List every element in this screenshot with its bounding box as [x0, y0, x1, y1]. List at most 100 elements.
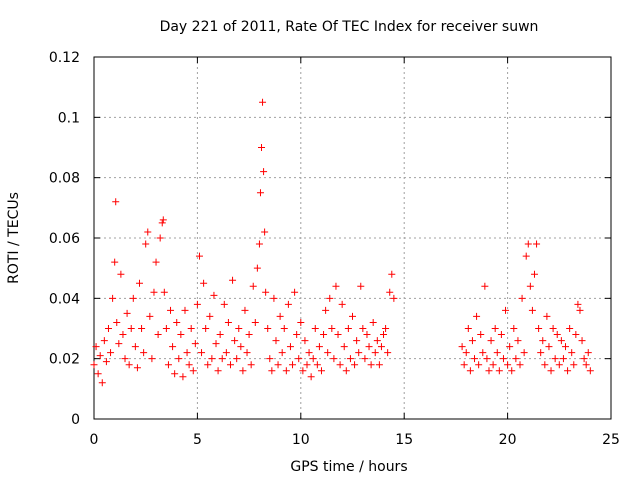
data-point	[112, 198, 120, 206]
data-point	[555, 361, 563, 369]
data-point	[293, 331, 301, 339]
data-point	[233, 355, 241, 363]
data-point	[570, 361, 578, 369]
y-tick-label: 0.04	[49, 291, 80, 307]
data-point	[549, 325, 557, 332]
data-point	[218, 355, 226, 363]
data-point	[375, 361, 383, 369]
data-point	[510, 325, 518, 332]
y-tick-label: 0.06	[49, 231, 80, 247]
data-point	[125, 361, 133, 369]
data-point	[533, 240, 541, 248]
data-point	[140, 349, 148, 357]
data-point	[487, 337, 495, 345]
data-point	[541, 361, 549, 369]
data-point	[146, 312, 154, 320]
data-point	[566, 325, 574, 332]
data-point	[156, 234, 164, 242]
data-point	[286, 343, 294, 351]
data-point	[460, 361, 468, 369]
data-point	[210, 291, 218, 299]
data-point	[520, 349, 528, 357]
data-point	[568, 349, 576, 357]
data-point	[328, 325, 336, 332]
data-point	[256, 189, 264, 197]
data-point	[148, 355, 156, 363]
y-tick-label: 0.1	[58, 110, 80, 126]
data-point	[100, 337, 108, 345]
data-point	[384, 349, 392, 357]
data-point	[245, 331, 253, 339]
data-point	[243, 349, 251, 357]
data-point	[200, 279, 208, 287]
data-point	[322, 306, 330, 314]
data-point	[235, 325, 243, 332]
data-point	[121, 355, 129, 363]
data-point	[224, 318, 232, 326]
data-point	[299, 367, 307, 375]
x-tick-label: 25	[602, 432, 620, 448]
data-point	[309, 355, 317, 363]
data-point	[195, 252, 203, 260]
data-point	[578, 337, 586, 345]
data-point	[185, 361, 193, 369]
data-point	[334, 331, 342, 339]
data-point	[261, 228, 269, 236]
data-point	[359, 325, 367, 332]
data-point	[270, 294, 278, 302]
data-point	[324, 349, 332, 357]
data-point	[158, 219, 166, 227]
data-point	[330, 355, 338, 363]
data-point	[363, 331, 371, 339]
x-tick-label: 20	[499, 432, 517, 448]
data-point	[113, 318, 121, 326]
data-point	[468, 337, 476, 345]
x-tick-label: 15	[395, 432, 413, 448]
data-point	[260, 168, 268, 176]
data-point	[483, 355, 491, 363]
data-point	[539, 337, 547, 345]
data-point	[346, 355, 354, 363]
data-point	[349, 312, 356, 320]
data-point	[181, 306, 189, 314]
data-point	[479, 349, 487, 357]
data-point	[92, 343, 100, 351]
data-point	[171, 370, 179, 378]
data-point	[264, 325, 272, 332]
data-point	[162, 325, 170, 332]
data-point	[90, 361, 98, 369]
data-point	[553, 331, 561, 339]
data-point	[514, 337, 522, 345]
data-point	[229, 276, 237, 284]
data-point	[477, 331, 485, 339]
data-point	[580, 355, 588, 363]
data-point	[175, 355, 183, 363]
data-point	[526, 282, 534, 290]
data-point	[311, 325, 319, 332]
data-point	[471, 355, 479, 363]
data-point	[562, 343, 570, 351]
data-point	[361, 355, 369, 363]
y-tick-labels: 0 0.02 0.04 0.06 0.08 0.1 0.12	[49, 50, 80, 428]
data-point	[357, 282, 365, 290]
data-point	[326, 294, 334, 302]
data-point	[369, 318, 377, 326]
data-point	[582, 361, 590, 369]
data-point	[543, 312, 551, 320]
data-point	[512, 355, 520, 363]
data-point	[131, 343, 139, 351]
data-point	[572, 331, 580, 339]
data-point	[551, 355, 559, 363]
data-point	[340, 343, 348, 351]
data-point	[491, 325, 499, 332]
data-point	[167, 306, 175, 314]
data-point	[518, 294, 526, 302]
data-point	[373, 337, 381, 345]
data-point	[301, 337, 309, 345]
data-point	[584, 349, 592, 357]
data-point	[193, 300, 201, 308]
data-point	[268, 367, 276, 375]
data-point	[462, 349, 470, 357]
x-tick-label: 10	[292, 432, 310, 448]
data-point	[342, 367, 350, 375]
